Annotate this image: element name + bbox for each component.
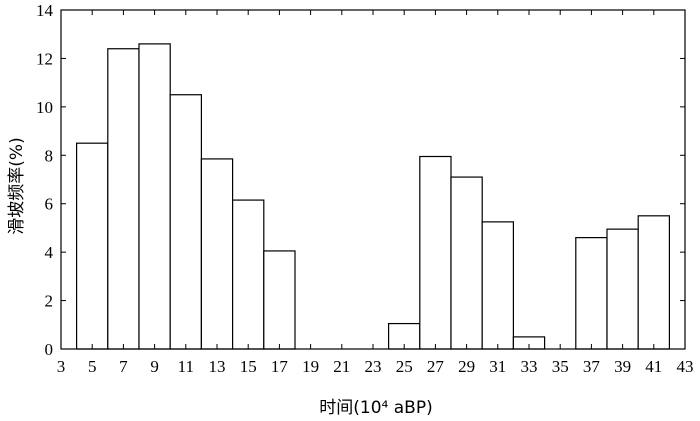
x-tick-label-13: 13 (209, 357, 226, 376)
bar-12-14 (200, 158, 234, 350)
x-tick-label-5: 5 (88, 357, 97, 376)
bar-8-10 (138, 43, 171, 350)
x-tick-label-31: 31 (489, 357, 506, 376)
bar-4-6 (75, 142, 109, 350)
y-tick-label-8: 8 (45, 146, 54, 165)
x-tick-label-15: 15 (240, 357, 257, 376)
x-tick-label-29: 29 (458, 357, 475, 376)
y-tick-label-10: 10 (36, 98, 53, 117)
bar-6-8 (107, 48, 140, 350)
x-tick-label-19: 19 (302, 357, 319, 376)
bar-26-28 (419, 155, 452, 350)
y-tick-label-0: 0 (45, 340, 54, 359)
y-tick-label-6: 6 (45, 195, 54, 214)
x-tick-label-11: 11 (178, 357, 194, 376)
bar-10-12 (169, 94, 202, 350)
x-tick-label-3: 3 (57, 357, 66, 376)
bar-30-32 (481, 221, 515, 350)
x-ticks-group: 3 5 7 9 11 13 15 17 19 21 23 25 27 29 31 33 35 37 39 41 43 (57, 10, 694, 376)
y-ticks-group: 0 2 4 6 8 10 12 14 (36, 1, 685, 359)
x-tick-label-39: 39 (614, 357, 631, 376)
x-tick-label-33: 33 (521, 357, 538, 376)
bar-40-42 (637, 215, 671, 350)
bar-14-16 (232, 199, 265, 350)
x-tick-label-27: 27 (427, 357, 445, 376)
x-tick-label-43: 43 (677, 357, 694, 376)
y-axis-title: 滑坡频率(%) (7, 137, 27, 234)
x-tick-label-37: 37 (583, 357, 601, 376)
x-tick-label-9: 9 (150, 357, 159, 376)
x-tick-label-7: 7 (119, 357, 128, 376)
y-tick-label-12: 12 (36, 49, 53, 68)
x-tick-label-41: 41 (645, 357, 662, 376)
x-tick-label-17: 17 (271, 357, 289, 376)
x-axis-title: 时间(10⁴ aBP) (319, 398, 432, 418)
y-tick-label-4: 4 (45, 243, 54, 262)
x-tick-label-21: 21 (333, 357, 350, 376)
bars-group (75, 43, 671, 350)
y-tick-label-2: 2 (45, 292, 54, 311)
y-tick-label-14: 14 (36, 1, 54, 20)
bar-28-30 (450, 176, 483, 350)
bar-38-40 (606, 228, 639, 350)
x-tick-label-23: 23 (365, 357, 382, 376)
x-tick-label-35: 35 (552, 357, 569, 376)
bar-36-38 (575, 237, 608, 350)
x-tick-label-25: 25 (396, 357, 413, 376)
bar-16-18 (263, 250, 296, 350)
